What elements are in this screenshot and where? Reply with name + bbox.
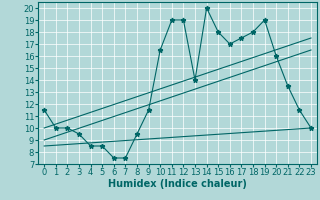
X-axis label: Humidex (Indice chaleur): Humidex (Indice chaleur) bbox=[108, 179, 247, 189]
